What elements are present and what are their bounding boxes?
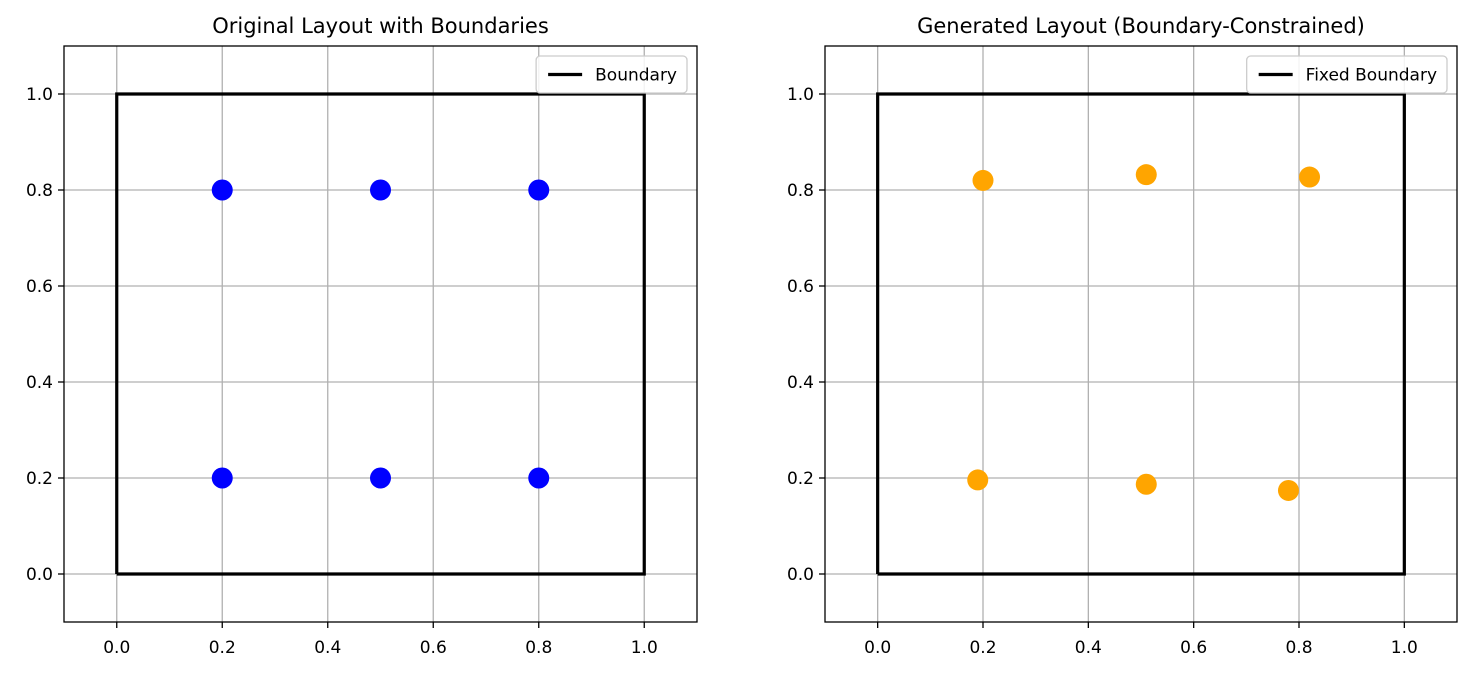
left-y-tick-label: 0.2	[26, 469, 53, 489]
right-axes-frame	[824, 45, 1458, 623]
left-x-tick-label: 0.6	[420, 638, 447, 658]
right-scatter-point	[1277, 479, 1299, 501]
right-scatter-point	[967, 469, 989, 491]
right-scatter-point	[1135, 473, 1157, 495]
right-x-tick-label: 0.6	[1180, 638, 1207, 658]
right-legend-frame	[1246, 55, 1448, 94]
left-legend-label: Boundary	[595, 66, 677, 86]
left-y-tick-label: 0.6	[26, 277, 53, 297]
right-y-tick-label: 0.4	[787, 373, 814, 393]
right-chart-title: Generated Layout (Boundary-Constrained)	[917, 14, 1365, 38]
left-chart-title: Original Layout with Boundaries	[212, 14, 549, 38]
right-x-tick-label: 0.2	[969, 638, 996, 658]
right-boundary-line	[876, 92, 1406, 576]
left-chart-panel: 0.0 0.2 0.4 0.6 0.8 1.0 0.0 0.2 0.4 0.6 0.8 1.0 Orig…	[26, 14, 698, 658]
left-plot-area	[64, 46, 697, 622]
right-x-tick-label: 1.0	[1391, 638, 1418, 658]
left-axes-frame	[63, 45, 698, 623]
right-x-tick-label: 0.8	[1285, 638, 1312, 658]
left-legend: Boundary	[535, 55, 688, 94]
right-x-tick-label: 0.0	[864, 638, 891, 658]
left-x-tick-label: 0.8	[525, 638, 552, 658]
left-scatter-point	[528, 179, 550, 201]
left-x-tick-label: 0.4	[314, 638, 341, 658]
left-legend-frame	[535, 55, 688, 94]
right-scatter-point	[1299, 166, 1321, 188]
left-x-tick-label: 0.0	[103, 638, 130, 658]
left-scatter-point	[370, 179, 391, 201]
right-legend-label: Fixed Boundary	[1306, 66, 1437, 86]
left-scatter-point	[370, 467, 391, 489]
right-y-tick-label: 0.2	[787, 469, 814, 489]
right-x-tick-label: 0.4	[1075, 638, 1102, 658]
left-scatter-point	[211, 179, 233, 201]
right-y-tick-label: 0.6	[787, 277, 814, 297]
left-y-tick-label: 0.0	[26, 565, 53, 585]
right-plot-area	[825, 46, 1457, 622]
right-legend: Fixed Boundary	[1246, 55, 1448, 94]
left-y-tick-label: 0.8	[26, 181, 53, 201]
left-scatter-point	[211, 467, 233, 489]
right-y-tick-label: 0.8	[787, 181, 814, 201]
right-y-tick-label: 0.0	[787, 565, 814, 585]
left-y-tick-label: 0.4	[26, 373, 53, 393]
right-scatter-point	[972, 169, 994, 191]
left-x-tick-label: 1.0	[631, 638, 658, 658]
left-scatter-point	[528, 467, 550, 489]
right-y-tick-label: 1.0	[787, 85, 814, 105]
right-chart-panel: 0.0 0.2 0.4 0.6 0.8 1.0 0.0 0.2 0.4 0.6 0.8 1.0 Gene…	[787, 14, 1458, 658]
left-x-tick-label: 0.2	[209, 638, 236, 658]
right-scatter-point	[1135, 164, 1157, 186]
left-y-tick-label: 1.0	[26, 85, 53, 105]
left-boundary-line	[115, 92, 646, 576]
